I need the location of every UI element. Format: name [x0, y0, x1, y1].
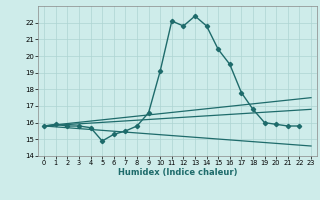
X-axis label: Humidex (Indice chaleur): Humidex (Indice chaleur) [118, 168, 237, 177]
